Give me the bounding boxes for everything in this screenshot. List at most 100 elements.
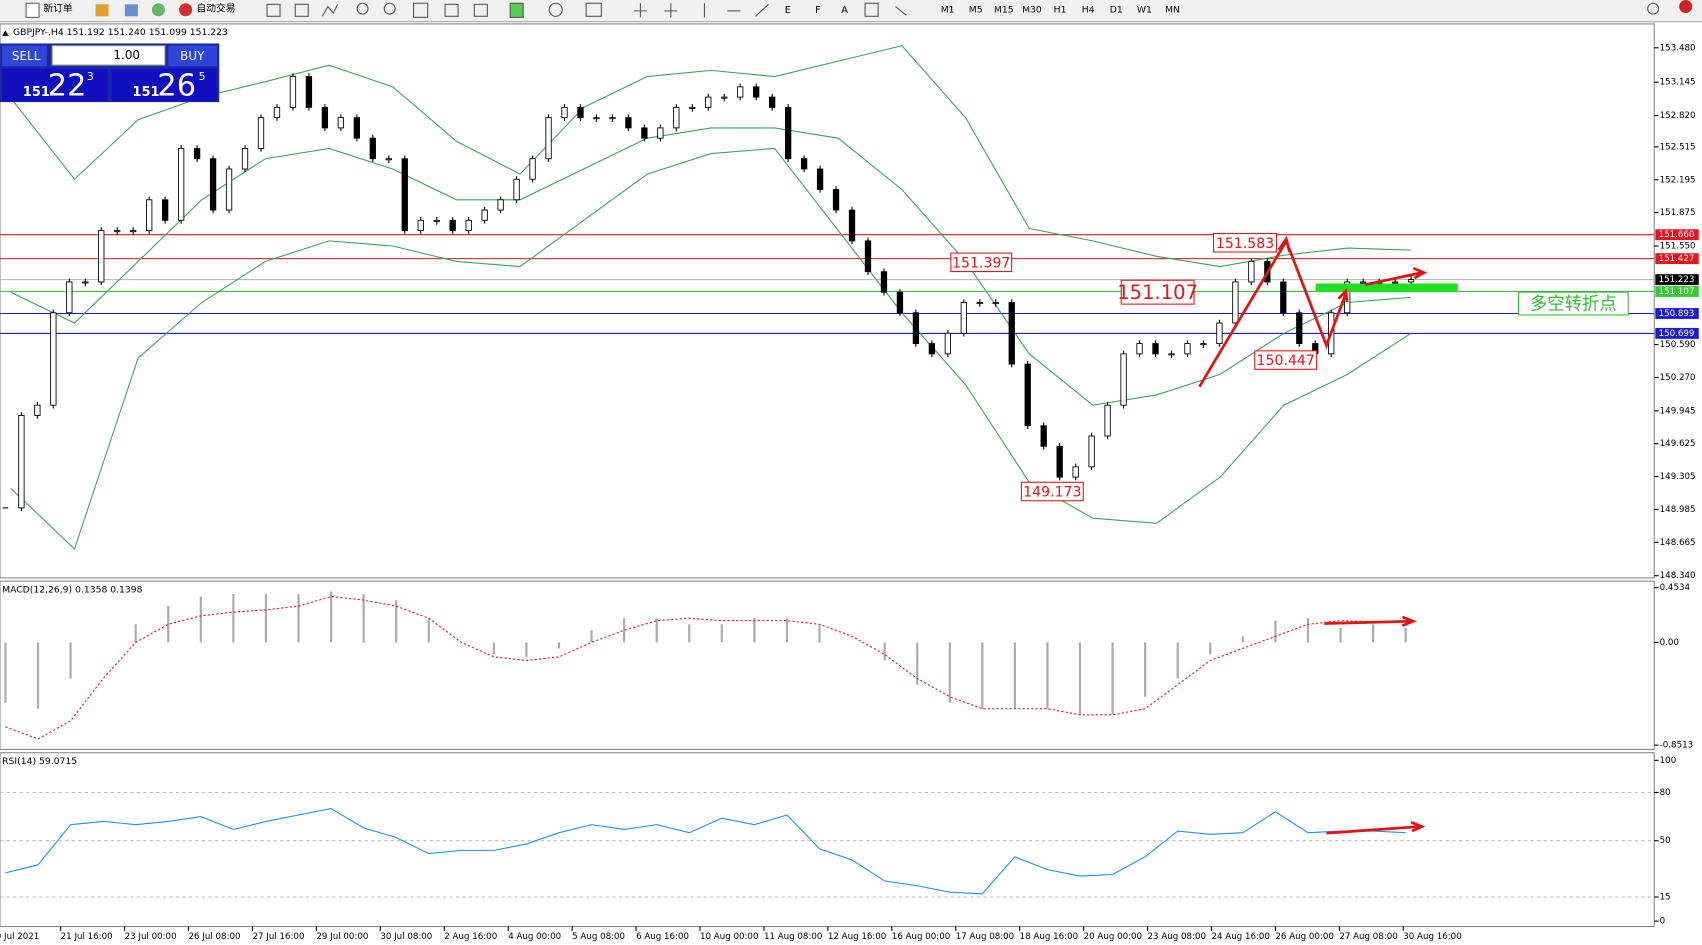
- candle-body: [1152, 343, 1159, 355]
- y-tick-label: 148.985: [1660, 505, 1696, 515]
- candle-body: [832, 189, 840, 211]
- new-order-button[interactable]: 新订单: [43, 2, 73, 15]
- y-tick-label: 80: [1660, 788, 1671, 798]
- candle-body: [784, 106, 792, 160]
- bollinger-lower: [10, 147, 1412, 550]
- timeframe-button[interactable]: M1: [941, 4, 955, 15]
- candle-body: [1296, 312, 1303, 345]
- sell-button[interactable]: [2, 45, 47, 67]
- y-tick-label: -0.8513: [1660, 741, 1693, 751]
- annotation: 多空转折点: [1530, 295, 1617, 315]
- buy-button[interactable]: [168, 45, 218, 67]
- candle-body: [209, 158, 217, 211]
- y-tick-label: 148.665: [1660, 538, 1696, 548]
- candle-body: [50, 312, 57, 406]
- candle-body: [66, 281, 73, 314]
- svg-text:F: F: [815, 5, 821, 16]
- x-tick-label: 26 Jul 08:00: [189, 932, 241, 942]
- timeframe-button[interactable]: H4: [1082, 4, 1095, 15]
- y-tick-label: 148.340: [1660, 571, 1696, 581]
- sell-label[interactable]: SELL: [12, 49, 41, 63]
- rsi-line: [5, 807, 1406, 895]
- y-tick-label: 149.625: [1660, 439, 1696, 449]
- candle-body: [337, 117, 345, 129]
- buy-price[interactable]: [111, 68, 218, 102]
- annotation-box: [1020, 481, 1084, 502]
- candle-body: [545, 117, 552, 160]
- notification-badge[interactable]: [1679, 0, 1693, 14]
- y-tick-label: 15: [1660, 892, 1671, 902]
- level-label: 151.223: [1659, 275, 1695, 285]
- candle-body: [896, 291, 904, 314]
- timeframe-button[interactable]: H1: [1054, 4, 1067, 15]
- trade-panel: SELL 1.00 BUY 151 22 3 151 26 5: [0, 43, 220, 103]
- sell-pips: 22: [48, 68, 87, 103]
- price-panel: [0, 23, 1655, 579]
- candle-body: [625, 117, 632, 129]
- candle-body: [241, 148, 249, 170]
- candle-body: [1168, 353, 1175, 356]
- x-tick-label: 10 Aug 00:00: [700, 932, 758, 942]
- bollinger-upper: [10, 45, 1412, 268]
- candle-body: [225, 168, 233, 211]
- timeframe-button[interactable]: W1: [1137, 4, 1152, 15]
- candle-body: [721, 96, 728, 99]
- candle-body: [992, 302, 999, 305]
- candle-body: [641, 127, 648, 139]
- candle-body: [800, 158, 808, 170]
- candle-body: [816, 168, 824, 190]
- candle-body: [864, 240, 872, 273]
- candle-body: [289, 76, 297, 108]
- candle-body: [577, 106, 584, 119]
- x-tick-label: 12 Aug 16:00: [828, 932, 886, 942]
- candle-body: [737, 86, 744, 98]
- candle-body: [433, 219, 440, 222]
- buy-label[interactable]: BUY: [180, 49, 205, 63]
- trend-arrows: [1198, 235, 1428, 835]
- candle-body: [146, 199, 153, 232]
- annotation: 150.447: [1257, 353, 1315, 369]
- candle-body: [561, 106, 568, 119]
- candle-body: [848, 209, 856, 242]
- x-tick-label: 2 Aug 16:00: [444, 932, 497, 942]
- x-tick-label: 21 Jul 16:00: [61, 932, 113, 942]
- x-tick-label: 23 Aug 08:00: [1148, 932, 1206, 942]
- x-tick-label: 17 Aug 08:00: [956, 932, 1014, 942]
- buy-big: 151: [132, 85, 159, 100]
- tool-icon[interactable]: [151, 3, 165, 17]
- candle-body: [1040, 425, 1047, 447]
- annotation-box: [950, 252, 1013, 273]
- y-tick-label: 149.945: [1660, 406, 1696, 416]
- sell-price[interactable]: [2, 68, 108, 102]
- tool-icon[interactable]: [124, 4, 138, 17]
- candle-body: [353, 117, 360, 139]
- auto-trading-icon[interactable]: [179, 3, 193, 17]
- x-tick-label: 4 Aug 00:00: [508, 932, 561, 942]
- tool-icon[interactable]: [95, 4, 109, 17]
- candle-body: [321, 106, 329, 129]
- candle-body: [497, 199, 504, 211]
- buy-pips: 26: [157, 68, 196, 103]
- lot-input[interactable]: [51, 45, 166, 66]
- candle-body: [1407, 279, 1415, 283]
- candle-body: [1360, 281, 1367, 284]
- timeframe-button[interactable]: M15: [994, 4, 1014, 15]
- candle-body: [369, 137, 376, 160]
- annotation: 151.397: [952, 255, 1010, 271]
- candle-body: [1184, 343, 1191, 355]
- annotation-box: [1518, 291, 1629, 316]
- timeframe-button[interactable]: M5: [969, 4, 983, 15]
- bollinger-middle: [10, 127, 1412, 406]
- candle-body: [529, 158, 536, 180]
- new-order-icon[interactable]: [25, 2, 40, 18]
- lot-value[interactable]: 1.00: [113, 48, 140, 62]
- y-tick-label: 153.145: [1660, 78, 1696, 88]
- timeframe-button[interactable]: D1: [1110, 4, 1123, 15]
- timeframe-button[interactable]: M30: [1022, 4, 1042, 15]
- timeframe-button[interactable]: MN: [1165, 4, 1180, 15]
- candle-body: [417, 219, 424, 232]
- candle-body: [1248, 260, 1255, 283]
- candle-body: [1072, 466, 1079, 478]
- auto-trading-button[interactable]: 自动交易: [196, 2, 235, 15]
